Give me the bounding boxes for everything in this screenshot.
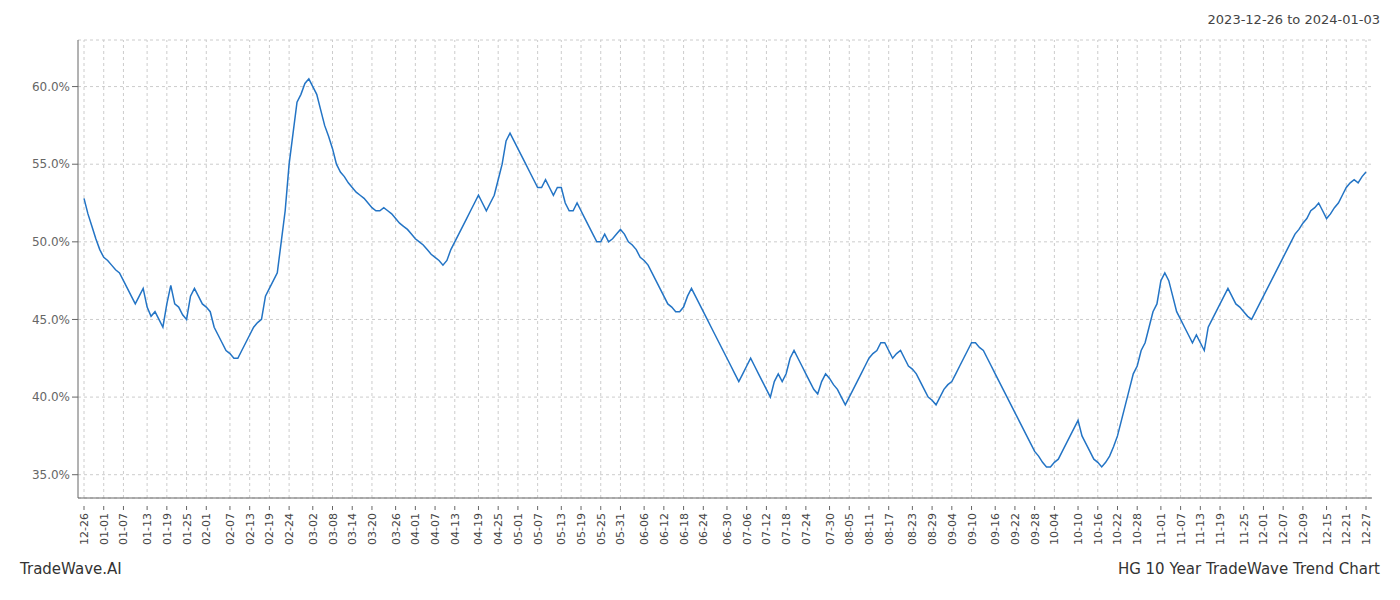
svg-text:11-19: 11-19 [1214,513,1227,545]
svg-text:03-26: 03-26 [390,513,403,545]
svg-text:11-25: 11-25 [1238,513,1251,545]
svg-text:07-18: 07-18 [780,513,793,545]
svg-text:05-01: 05-01 [512,513,525,545]
svg-text:12-26: 12-26 [78,513,91,545]
svg-text:50.0%: 50.0% [32,235,70,249]
html-text:TradeWave.AI: TradeWave.AI [20,560,122,578]
svg-text:08-05: 08-05 [843,513,856,545]
svg-text:02-13: 02-13 [244,513,257,545]
svg-text:03-20: 03-20 [366,513,379,545]
svg-text:10-28: 10-28 [1131,513,1144,545]
svg-text:06-12: 06-12 [658,513,671,545]
svg-text:01-25: 01-25 [181,513,194,545]
svg-text:05-19: 05-19 [575,513,588,545]
svg-text:10-04: 10-04 [1048,513,1061,545]
svg-text:01-07: 01-07 [117,513,130,545]
svg-text:04-01: 04-01 [409,513,422,545]
svg-text:07-12: 07-12 [760,513,773,545]
svg-text:45.0%: 45.0% [32,313,70,327]
svg-text:12-09: 12-09 [1297,513,1310,545]
svg-text:02-01: 02-01 [200,513,213,545]
svg-text:10-22: 10-22 [1111,513,1124,545]
svg-text:07-06: 07-06 [741,513,754,545]
svg-text:09-04: 09-04 [946,513,959,545]
svg-text:12-27: 12-27 [1360,513,1373,545]
svg-text:40.0%: 40.0% [32,390,70,404]
svg-text:11-01: 11-01 [1155,513,1168,545]
svg-text:07-30: 07-30 [824,513,837,545]
svg-text:08-29: 08-29 [926,513,939,545]
svg-text:09-16: 09-16 [989,513,1002,545]
svg-text:08-17: 08-17 [883,513,896,545]
svg-text:01-13: 01-13 [141,513,154,545]
svg-text:35.0%: 35.0% [32,468,70,482]
html-text:HG 10 Year TradeWave Trend Cha: HG 10 Year TradeWave Trend Chart [1117,560,1380,578]
svg-text:07-24: 07-24 [800,513,813,545]
svg-text:60.0%: 60.0% [32,80,70,94]
svg-text:06-30: 06-30 [721,513,734,545]
svg-text:02-24: 02-24 [283,513,296,545]
svg-text:12-15: 12-15 [1321,513,1334,545]
svg-text:09-22: 09-22 [1009,513,1022,545]
svg-text:03-08: 03-08 [327,513,340,545]
svg-text:12-01: 12-01 [1257,513,1270,545]
svg-text:10-16: 10-16 [1092,513,1105,545]
svg-text:06-18: 06-18 [678,513,691,545]
svg-text:09-10: 09-10 [966,513,979,545]
svg-text:55.0%: 55.0% [32,157,70,171]
svg-text:04-07: 04-07 [429,513,442,545]
svg-text:08-11: 08-11 [863,513,876,545]
svg-text:04-25: 04-25 [492,513,505,545]
svg-text:12-07: 12-07 [1277,513,1290,545]
svg-text:05-07: 05-07 [532,513,545,545]
svg-text:03-02: 03-02 [307,513,320,545]
svg-text:04-19: 04-19 [472,513,485,545]
svg-text:05-13: 05-13 [555,513,568,545]
svg-text:05-31: 05-31 [614,513,627,545]
svg-text:08-23: 08-23 [906,513,919,545]
svg-text:01-01: 01-01 [98,513,111,545]
svg-text:01-19: 01-19 [161,513,174,545]
svg-text:04-13: 04-13 [449,513,462,545]
svg-text:11-07: 11-07 [1175,513,1188,545]
svg-text:12-21: 12-21 [1340,513,1353,545]
svg-text:02-19: 02-19 [263,513,276,545]
svg-text:09-28: 09-28 [1029,513,1042,545]
html-text:2023-12-26 to 2024-01-03: 2023-12-26 to 2024-01-03 [1207,12,1380,27]
svg-text:11-13: 11-13 [1194,513,1207,545]
svg-text:10-10: 10-10 [1072,513,1085,545]
svg-text:03-14: 03-14 [346,513,359,545]
svg-text:02-07: 02-07 [224,513,237,545]
svg-text:05-25: 05-25 [595,513,608,545]
svg-text:06-24: 06-24 [697,513,710,545]
svg-text:06-06: 06-06 [638,513,651,545]
